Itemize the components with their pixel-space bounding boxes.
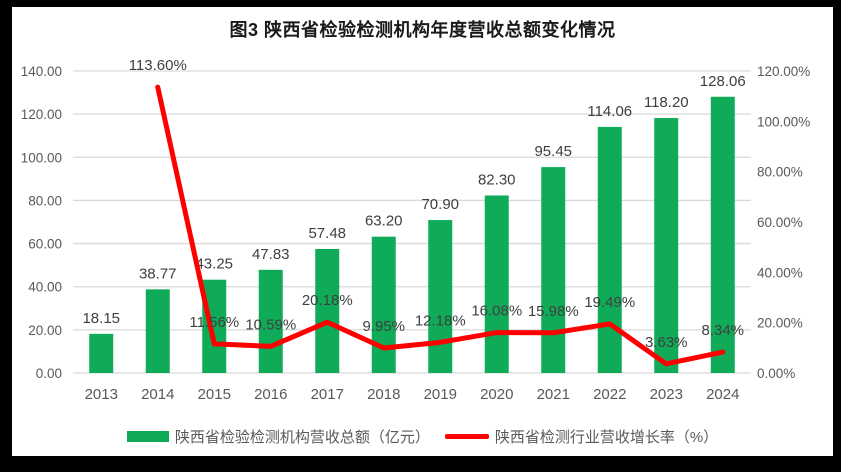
x-axis-year-label: 2014 [141, 386, 174, 403]
right-axis-tick-label: 0.00% [757, 366, 795, 381]
bar-value-label: 57.48 [308, 225, 346, 242]
legend-label-revenue: 陕西省检验检测机构营收总额（亿元） [174, 429, 430, 446]
bar-value-label: 38.77 [139, 265, 177, 282]
legend-item-growth-line: 陕西省检测行业营收增长率（%） [444, 426, 719, 447]
bar-2024 [710, 96, 735, 373]
bar-value-label: 95.45 [534, 143, 572, 160]
line-value-label: 3.63% [645, 334, 688, 351]
chart-canvas: 图3 陕西省检验检测机构年度营收总额变化情况 0.00 20.00 40.00 60.… [12, 7, 833, 456]
x-axis-year-label: 2019 [424, 386, 457, 403]
bar-value-label: 18.15 [82, 310, 120, 327]
bar-value-label: 118.20 [644, 94, 689, 111]
left-axis-tick-label: 80.00 [28, 193, 62, 208]
left-axis-tick-label: 0.00 [36, 366, 62, 381]
chart-legend: 陕西省检验检测机构营收总额（亿元） 陕西省检测行业营收增长率（%） [12, 426, 833, 447]
x-axis-year-label: 2017 [311, 386, 344, 403]
right-axis-tick-label: 60.00% [757, 215, 803, 230]
bar-2018 [371, 236, 396, 373]
bar-2015 [202, 279, 227, 373]
left-axis-tick-label: 20.00 [28, 323, 62, 338]
x-axis-year-label: 2016 [254, 386, 287, 403]
x-axis-year-label: 2024 [706, 386, 739, 403]
line-value-label: 10.59% [245, 316, 296, 333]
bar-2023 [654, 118, 679, 373]
bar-value-label: 82.30 [478, 171, 516, 188]
bar-2022 [597, 126, 622, 373]
legend-label-growth-rate: 陕西省检测行业营收增长率（%） [494, 429, 719, 446]
left-axis-tick-label: 140.00 [21, 64, 62, 79]
bar-value-label: 114.06 [587, 103, 632, 120]
bar-2017 [315, 249, 340, 373]
chart-plot-area: 0.00 20.00 40.00 60.00 80.00 100.00 120.00 140.… [21, 57, 811, 403]
bar-value-label: 47.83 [252, 246, 290, 263]
right-axis-tick-label: 20.00% [757, 316, 803, 331]
line-value-label: 15.98% [528, 303, 579, 320]
bar-2013 [89, 333, 114, 373]
line-value-label: 20.18% [302, 292, 353, 309]
line-series-swatch [444, 434, 489, 439]
bar-value-label: 63.20 [365, 213, 403, 230]
bar-2014 [145, 289, 170, 373]
right-axis-tick-label: 40.00% [757, 265, 803, 280]
line-value-label: 9.95% [362, 318, 405, 335]
line-value-label: 19.49% [584, 294, 635, 311]
x-axis-year-label: 2013 [85, 386, 118, 403]
bar-2019 [428, 220, 453, 373]
bar-2020 [484, 195, 509, 373]
bar-2021 [541, 167, 566, 373]
bar-2016 [258, 269, 283, 373]
x-axis-year-label: 2021 [537, 386, 570, 403]
legend-item-revenue-bars: 陕西省检验检测机构营收总额（亿元） [126, 426, 430, 447]
bar-value-label: 70.90 [421, 196, 459, 213]
left-axis-tick-label: 120.00 [21, 107, 62, 122]
line-value-label: 12.18% [415, 312, 466, 329]
x-axis-year-label: 2015 [198, 386, 231, 403]
line-value-label: 11.56% [189, 314, 239, 331]
x-axis-year-label: 2020 [480, 386, 513, 403]
left-axis-tick-label: 60.00 [28, 237, 62, 252]
bar-value-label: 128.06 [700, 73, 746, 90]
left-axis-tick-label: 40.00 [28, 280, 62, 295]
x-axis-year-label: 2023 [650, 386, 683, 403]
line-value-label: 8.34% [701, 322, 744, 339]
line-value-label: 16.08% [471, 303, 522, 320]
left-axis-tick-label: 100.00 [21, 150, 62, 165]
x-axis-year-label: 2018 [367, 386, 400, 403]
x-axis-year-label: 2022 [593, 386, 626, 403]
right-axis-tick-label: 80.00% [757, 165, 803, 180]
bar-series-swatch [126, 431, 169, 442]
bar-value-label: 43.25 [195, 256, 233, 273]
growth-rate-line [155, 84, 726, 367]
chart-title: 图3 陕西省检验检测机构年度营收总额变化情况 [229, 20, 616, 40]
line-value-label: 113.60% [129, 57, 187, 74]
right-axis-tick-label: 100.00% [757, 114, 810, 129]
right-axis-tick-label: 120.00% [757, 64, 810, 79]
